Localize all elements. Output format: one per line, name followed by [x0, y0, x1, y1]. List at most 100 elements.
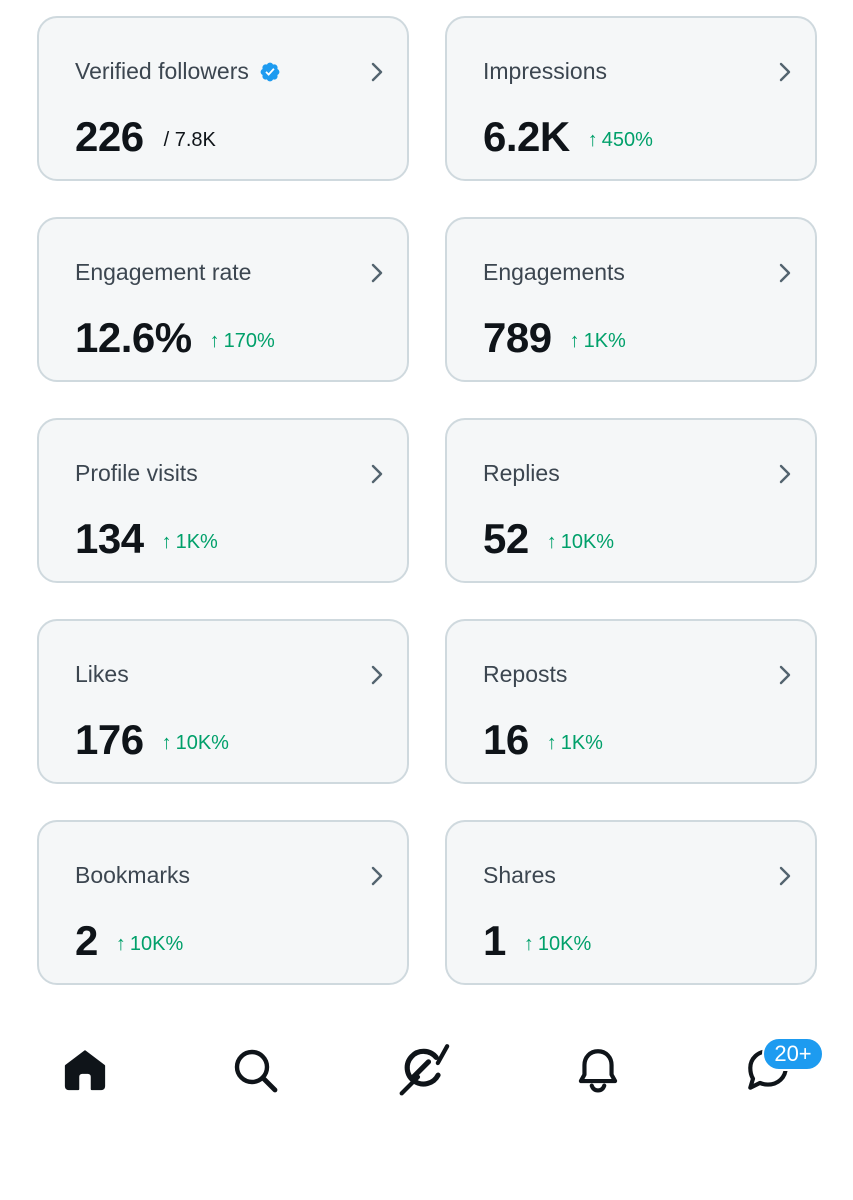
metric-change: ↑ 1K%	[547, 732, 603, 755]
card-title-label: Bookmarks	[75, 862, 191, 888]
value-row: 226 / 7.8K	[75, 113, 216, 161]
metric-change-value: 170%	[223, 329, 275, 352]
card-title-label: Reposts	[483, 661, 568, 687]
arrow-up-icon: ↑	[161, 731, 172, 754]
value-row: 789 ↑ 1K%	[483, 314, 626, 362]
card-title: Impressions	[483, 58, 607, 85]
home-icon	[64, 1050, 106, 1091]
card-title: Shares	[483, 862, 556, 889]
metric-change: ↑ 10K%	[116, 933, 183, 956]
card-title-label: Shares	[483, 862, 556, 888]
card-verified-followers[interactable]: Verified followers 226 / 7.8K	[37, 16, 409, 181]
nav-notifications[interactable]	[568, 1040, 628, 1100]
arrow-up-icon: ↑	[546, 530, 557, 553]
metric-value: 176	[75, 716, 144, 763]
card-title: Replies	[483, 460, 560, 487]
card-title: Likes	[75, 661, 129, 688]
metric-value: 16	[483, 716, 529, 763]
card-title: Engagement rate	[75, 259, 251, 286]
card-replies[interactable]: Replies 52 ↑ 10K%	[445, 418, 817, 583]
verified-badge-icon	[260, 62, 280, 81]
metric-change-value: 10K%	[129, 932, 184, 955]
value-row: 1 ↑ 10K%	[483, 917, 591, 965]
chevron-right-icon	[371, 464, 383, 484]
value-row: 52 ↑ 10K%	[483, 515, 614, 563]
card-title: Verified followers	[75, 58, 281, 85]
chevron-right-icon	[779, 866, 791, 886]
card-engagements[interactable]: Engagements 789 ↑ 1K%	[445, 217, 817, 382]
search-icon	[234, 1049, 278, 1093]
nav-home[interactable]	[55, 1040, 115, 1100]
metric-change: ↑ 1K%	[162, 531, 218, 554]
card-title: Reposts	[483, 661, 567, 688]
chevron-right-icon	[371, 866, 383, 886]
card-reposts[interactable]: Reposts 16 ↑ 1K%	[445, 619, 817, 784]
metric-change: ↑ 10K%	[162, 732, 229, 755]
card-title-label: Replies	[483, 460, 560, 486]
card-engagement-rate[interactable]: Engagement rate 12.6% ↑ 170%	[37, 217, 409, 382]
metric-change-value: 450%	[601, 128, 653, 151]
card-bookmarks[interactable]: Bookmarks 2 ↑ 10K%	[37, 820, 409, 985]
metric-value: 1	[483, 917, 506, 964]
metric-change: ↑ 170%	[210, 330, 275, 353]
metric-change-value: 10K%	[560, 530, 615, 553]
analytics-grid: Verified followers 226 / 7.8K Impression…	[37, 16, 817, 985]
arrow-up-icon: ↑	[161, 530, 172, 553]
metric-change: ↑ 10K%	[524, 933, 591, 956]
arrow-up-icon: ↑	[115, 932, 126, 955]
metric-change-value: 1K%	[175, 530, 218, 553]
grok-icon	[399, 1044, 450, 1096]
card-likes[interactable]: Likes 176 ↑ 10K%	[37, 619, 409, 784]
metric-change: ↑ 10K%	[547, 531, 614, 554]
nav-grok[interactable]	[395, 1040, 455, 1100]
card-title: Bookmarks	[75, 862, 190, 889]
value-row: 6.2K ↑ 450%	[483, 113, 653, 161]
chevron-right-icon	[371, 62, 383, 82]
metric-value: 12.6%	[75, 314, 192, 361]
card-title-label: Profile visits	[75, 460, 198, 486]
card-title-label: Verified followers	[75, 58, 249, 84]
metric-change-value: 1K%	[583, 329, 626, 352]
card-title-label: Likes	[75, 661, 129, 687]
metric-value: 226	[75, 113, 144, 160]
card-title-label: Engagements	[483, 259, 625, 285]
chevron-right-icon	[779, 263, 791, 283]
metric-change: ↑ 1K%	[570, 330, 626, 353]
value-row: 12.6% ↑ 170%	[75, 314, 275, 362]
metric-change-value: 10K%	[175, 731, 229, 754]
value-row: 176 ↑ 10K%	[75, 716, 229, 764]
metric-value: 134	[75, 515, 144, 562]
messages-count-badge: 20+	[762, 1037, 824, 1071]
metric-value: 52	[483, 515, 529, 562]
arrow-up-icon: ↑	[523, 932, 534, 955]
value-row: 16 ↑ 1K%	[483, 716, 603, 764]
value-row: 2 ↑ 10K%	[75, 917, 183, 965]
bell-icon	[578, 1049, 618, 1093]
bottom-nav: 20+	[0, 1030, 853, 1120]
metric-value: 789	[483, 314, 552, 361]
chevron-right-icon	[779, 464, 791, 484]
card-shares[interactable]: Shares 1 ↑ 10K%	[445, 820, 817, 985]
arrow-up-icon: ↑	[587, 128, 598, 151]
metric-change-value: 10K%	[537, 932, 592, 955]
metric-value: 6.2K	[483, 113, 570, 160]
card-title-label: Engagement rate	[75, 259, 252, 285]
chevron-right-icon	[779, 665, 791, 685]
card-title: Profile visits	[75, 460, 198, 487]
arrow-up-icon: ↑	[546, 731, 557, 754]
chevron-right-icon	[371, 263, 383, 283]
card-title: Engagements	[483, 259, 625, 286]
arrow-up-icon: ↑	[569, 329, 580, 352]
card-impressions[interactable]: Impressions 6.2K ↑ 450%	[445, 16, 817, 181]
nav-search[interactable]	[225, 1040, 285, 1100]
metric-change: ↑ 450%	[588, 129, 653, 152]
metric-value: 2	[75, 917, 98, 964]
card-profile-visits[interactable]: Profile visits 134 ↑ 1K%	[37, 418, 409, 583]
chevron-right-icon	[779, 62, 791, 82]
arrow-up-icon: ↑	[209, 329, 220, 352]
value-row: 134 ↑ 1K%	[75, 515, 218, 563]
card-title-label: Impressions	[483, 58, 607, 84]
chevron-right-icon	[371, 665, 383, 685]
metric-change-value: 1K%	[560, 731, 603, 754]
metric-total: / 7.8K	[163, 128, 216, 151]
